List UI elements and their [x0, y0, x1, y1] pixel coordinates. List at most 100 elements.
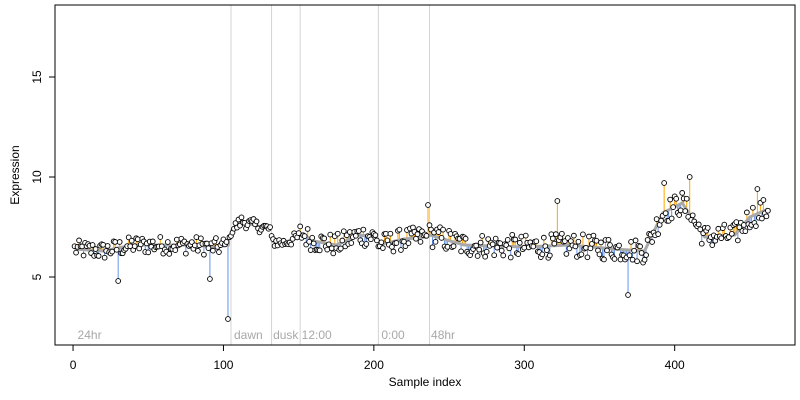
- data-point: [288, 241, 294, 248]
- data-point: [73, 249, 79, 256]
- data-point: [661, 180, 667, 186]
- data-point: [340, 228, 347, 235]
- data-point: [670, 204, 677, 210]
- data-point: [763, 213, 770, 220]
- data-point: [559, 230, 565, 237]
- data-point: [491, 252, 498, 259]
- data-point: [673, 195, 680, 202]
- data-point: [372, 232, 379, 238]
- data-point: [310, 240, 317, 247]
- data-point: [267, 224, 273, 230]
- x-tick-label: 200: [364, 358, 384, 372]
- data-point: [100, 241, 106, 248]
- data-point: [390, 248, 397, 255]
- data-point: [414, 231, 421, 238]
- data-point: [183, 250, 189, 257]
- x-tick-label: 0: [70, 358, 77, 372]
- data-point: [223, 239, 230, 245]
- data-point: [637, 243, 643, 250]
- segment-annotation-label: 48hr: [431, 328, 455, 342]
- data-point: [584, 254, 591, 261]
- data-point: [759, 215, 765, 222]
- data-point: [128, 237, 135, 244]
- fit-line: [299, 231, 378, 247]
- data-point: [337, 245, 344, 252]
- data-point: [590, 232, 597, 239]
- data-point: [210, 247, 216, 254]
- data-point: [253, 218, 260, 225]
- segment-annotation-label: dawn: [234, 328, 263, 342]
- data-point: [626, 252, 633, 259]
- data-point: [667, 196, 674, 203]
- data-point: [575, 238, 582, 245]
- data-point: [695, 221, 702, 228]
- data-point: [721, 221, 728, 228]
- data-points: [71, 174, 771, 322]
- data-point: [634, 258, 640, 265]
- data-point: [450, 243, 457, 250]
- data-point: [363, 241, 370, 247]
- data-point: [489, 241, 496, 248]
- data-point: [616, 242, 622, 249]
- x-tick-label: 100: [213, 358, 233, 372]
- data-point: [440, 226, 446, 233]
- data-point: [207, 276, 213, 282]
- data-point: [679, 190, 686, 196]
- data-point: [387, 230, 394, 237]
- data-point: [145, 249, 152, 256]
- data-point: [704, 225, 711, 231]
- data-point: [360, 226, 367, 233]
- data-point: [95, 253, 102, 259]
- data-point: [598, 239, 604, 246]
- data-point: [482, 253, 489, 260]
- data-point: [494, 244, 501, 251]
- segment-annotation-label: 0:00: [381, 328, 405, 342]
- data-point: [715, 225, 722, 232]
- data-point: [549, 235, 556, 242]
- data-point: [554, 198, 561, 204]
- data-point: [295, 230, 302, 236]
- data-point: [539, 251, 546, 258]
- data-point: [625, 292, 631, 298]
- data-point: [301, 233, 308, 239]
- y-tick-label: 15: [30, 70, 44, 84]
- data-point: [497, 240, 504, 247]
- data-point: [611, 256, 618, 262]
- data-point: [425, 202, 431, 208]
- data-point: [213, 235, 219, 241]
- data-point: [393, 240, 400, 246]
- data-point: [733, 219, 740, 225]
- data-point: [458, 248, 464, 255]
- x-tick-label: 400: [665, 358, 685, 372]
- data-point: [115, 278, 122, 284]
- data-point: [516, 239, 523, 246]
- data-point: [551, 240, 558, 247]
- segment-annotation-label: 12:00: [302, 328, 332, 342]
- data-point: [238, 214, 245, 221]
- data-point: [76, 237, 82, 244]
- segment-annotations: 24hr dawn dusk 12:00 0:00 48hr: [78, 328, 455, 342]
- data-point: [760, 197, 767, 203]
- data-point: [195, 247, 201, 254]
- data-point: [492, 235, 499, 242]
- data-point: [754, 186, 761, 192]
- data-point: [543, 247, 550, 254]
- data-point: [741, 222, 747, 228]
- data-point: [734, 237, 741, 244]
- data-point: [413, 235, 419, 242]
- data-point: [638, 250, 645, 256]
- data-point: [216, 249, 222, 255]
- data-point: [193, 234, 200, 240]
- data-point: [604, 247, 610, 254]
- data-point: [89, 242, 96, 248]
- data-point: [718, 235, 725, 242]
- data-point: [423, 232, 430, 239]
- data-point: [368, 236, 374, 243]
- data-point: [324, 246, 331, 253]
- data-point: [643, 252, 649, 258]
- data-point: [601, 256, 607, 263]
- data-point: [515, 251, 522, 257]
- data-point: [157, 234, 164, 240]
- segment-annotation-label: 24hr: [78, 328, 102, 342]
